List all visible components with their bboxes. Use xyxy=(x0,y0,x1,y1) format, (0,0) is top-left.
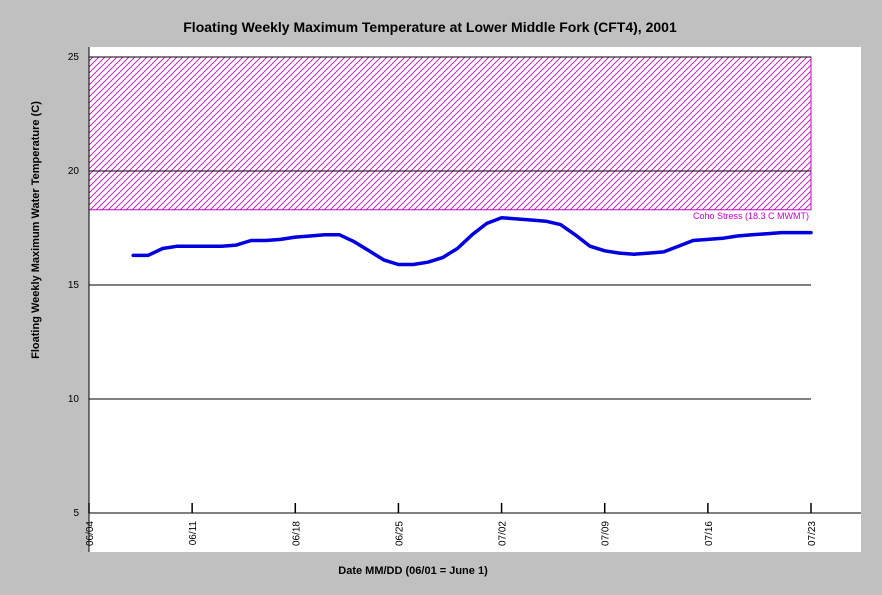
coho-stress-label: Coho Stress (18.3 C MWMT) xyxy=(693,211,809,221)
x-tick-label-07-09: 07/09 xyxy=(601,521,612,546)
gridlines xyxy=(89,56,811,400)
y-tick-label-20: 20 xyxy=(68,166,80,177)
x-tick-label-06-04: 06/04 xyxy=(85,521,96,546)
y-axis-ticks: 5 10 15 20 25 xyxy=(68,52,80,519)
y-axis-label: Floating Weekly Maximum Water Temperatur… xyxy=(30,101,42,359)
axes xyxy=(88,47,861,552)
x-tick-label-07-23: 07/23 xyxy=(807,521,818,546)
x-axis-ticks: 06/04 06/11 06/18 06/25 07/02 07/09 07/16 07/23 xyxy=(85,503,818,546)
chart-title: Floating Weekly Maximum Temperature at L… xyxy=(183,19,677,35)
y-tick-label-25: 25 xyxy=(68,52,80,63)
coho-stress-zone xyxy=(88,56,812,211)
temperature-series-line xyxy=(131,215,813,267)
x-tick-label-06-18: 06/18 xyxy=(291,521,302,546)
x-tick-label-06-25: 06/25 xyxy=(394,521,405,546)
x-tick-label-07-02: 07/02 xyxy=(498,521,509,546)
x-tick-label-07-16: 07/16 xyxy=(704,521,715,546)
y-tick-label-15: 15 xyxy=(68,280,80,291)
x-tick-label-06-11: 06/11 xyxy=(188,521,199,546)
y-tick-label-10: 10 xyxy=(68,394,80,405)
x-axis-label: Date MM/DD (06/01 = June 1) xyxy=(338,565,488,577)
y-tick-label-5: 5 xyxy=(73,508,79,519)
